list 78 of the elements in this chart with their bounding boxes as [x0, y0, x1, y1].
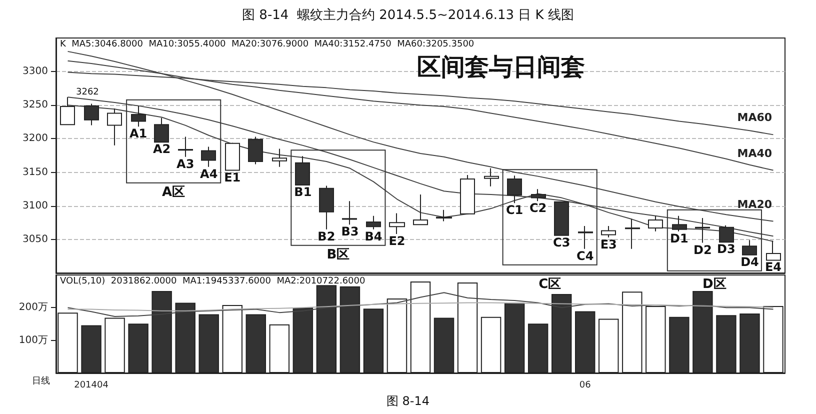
candlestick: [60, 96, 75, 126]
text: D1: [670, 231, 688, 246]
candlestick: [295, 156, 310, 186]
candlestick: [248, 136, 263, 165]
text: E2: [388, 234, 406, 248]
candlestick: [625, 218, 640, 250]
text: E1: [224, 170, 241, 184]
candlestick: [719, 224, 734, 243]
candlestick: [342, 200, 357, 226]
caption: 图 8-14: [386, 394, 430, 408]
annotation: D区: [702, 277, 726, 292]
line-series: [67, 302, 774, 312]
text: B3: [341, 224, 359, 239]
candlestick: [578, 226, 593, 250]
text: D4: [740, 254, 759, 269]
candlestick: [413, 194, 428, 226]
candlestick: [201, 146, 216, 168]
candlestick: [366, 215, 381, 230]
text: E4: [764, 260, 782, 274]
text: 区间套与日间套: [417, 53, 585, 81]
annotation: A区: [162, 184, 186, 200]
text: B2: [318, 229, 336, 244]
text: A1: [129, 126, 148, 141]
text: E3: [600, 237, 617, 252]
annotation: C区: [538, 277, 562, 292]
text: C3: [553, 235, 570, 250]
series-label: MA40: [737, 146, 772, 160]
y-tick-label: 3150: [22, 166, 48, 178]
candlestick: [225, 142, 240, 171]
candlestick: [178, 136, 193, 158]
candlestick: [695, 217, 710, 244]
candlestick: [601, 226, 616, 238]
candlestick: [742, 240, 757, 256]
candlestick: [131, 105, 146, 128]
candlestick: [154, 117, 169, 143]
candlestick: [531, 188, 546, 202]
candlestick: [436, 209, 452, 222]
candlestick: [84, 103, 99, 126]
candlestick: [460, 174, 475, 214]
candlestick: [766, 240, 781, 261]
text: C1: [506, 203, 524, 218]
series-label: MA60: [737, 111, 772, 124]
line-series: [67, 50, 774, 222]
text: D2: [694, 242, 712, 257]
text: B4: [364, 229, 382, 244]
series-label: MA20: [737, 198, 772, 211]
annotation: B区: [326, 247, 350, 262]
line-series: [67, 292, 774, 317]
candlestick: [507, 175, 522, 204]
candlestick: [672, 215, 687, 232]
text: A3: [176, 156, 194, 171]
y-tick-label: 3300: [22, 66, 48, 78]
text: 日线: [32, 376, 50, 386]
candlestick: [272, 148, 287, 168]
text: A4: [200, 166, 218, 181]
y-tick-label: 100万: [18, 334, 48, 346]
candlestick: [554, 201, 569, 236]
candlestick: [648, 215, 663, 232]
candlestick: [484, 168, 499, 187]
text: B1: [294, 185, 312, 200]
text: D3: [717, 242, 736, 256]
x-tick-label: 201404: [74, 380, 109, 390]
annotation: 3262: [76, 88, 99, 98]
y-tick-label: 3100: [22, 200, 48, 212]
text: A2: [153, 142, 171, 156]
x-tick-label: 06: [579, 380, 592, 390]
annotation: K MA5:3046.8000 MA10:3055.4000 MA20:3076.9000 MA40:3152.4750 MA60:3205.3500: [60, 40, 474, 50]
candlestick: [319, 185, 334, 230]
y-tick-label: 3250: [22, 100, 48, 111]
y-tick-label: 3200: [22, 133, 48, 144]
annotation: VOL(5,10) 2031862.0000 MA1:1945337.6000 MA2:2010722.6000: [60, 276, 366, 286]
chart-title: 图 8-14 螺纹主力合约 2014.5.5~2014.6.13 日 K 线图: [242, 7, 574, 23]
text: C4: [576, 248, 594, 263]
candlestick: [107, 108, 122, 146]
text: C2: [530, 201, 547, 216]
y-tick-label: 3050: [22, 234, 48, 245]
candlestick: [389, 212, 405, 235]
y-tick-label: 200万: [18, 302, 48, 314]
